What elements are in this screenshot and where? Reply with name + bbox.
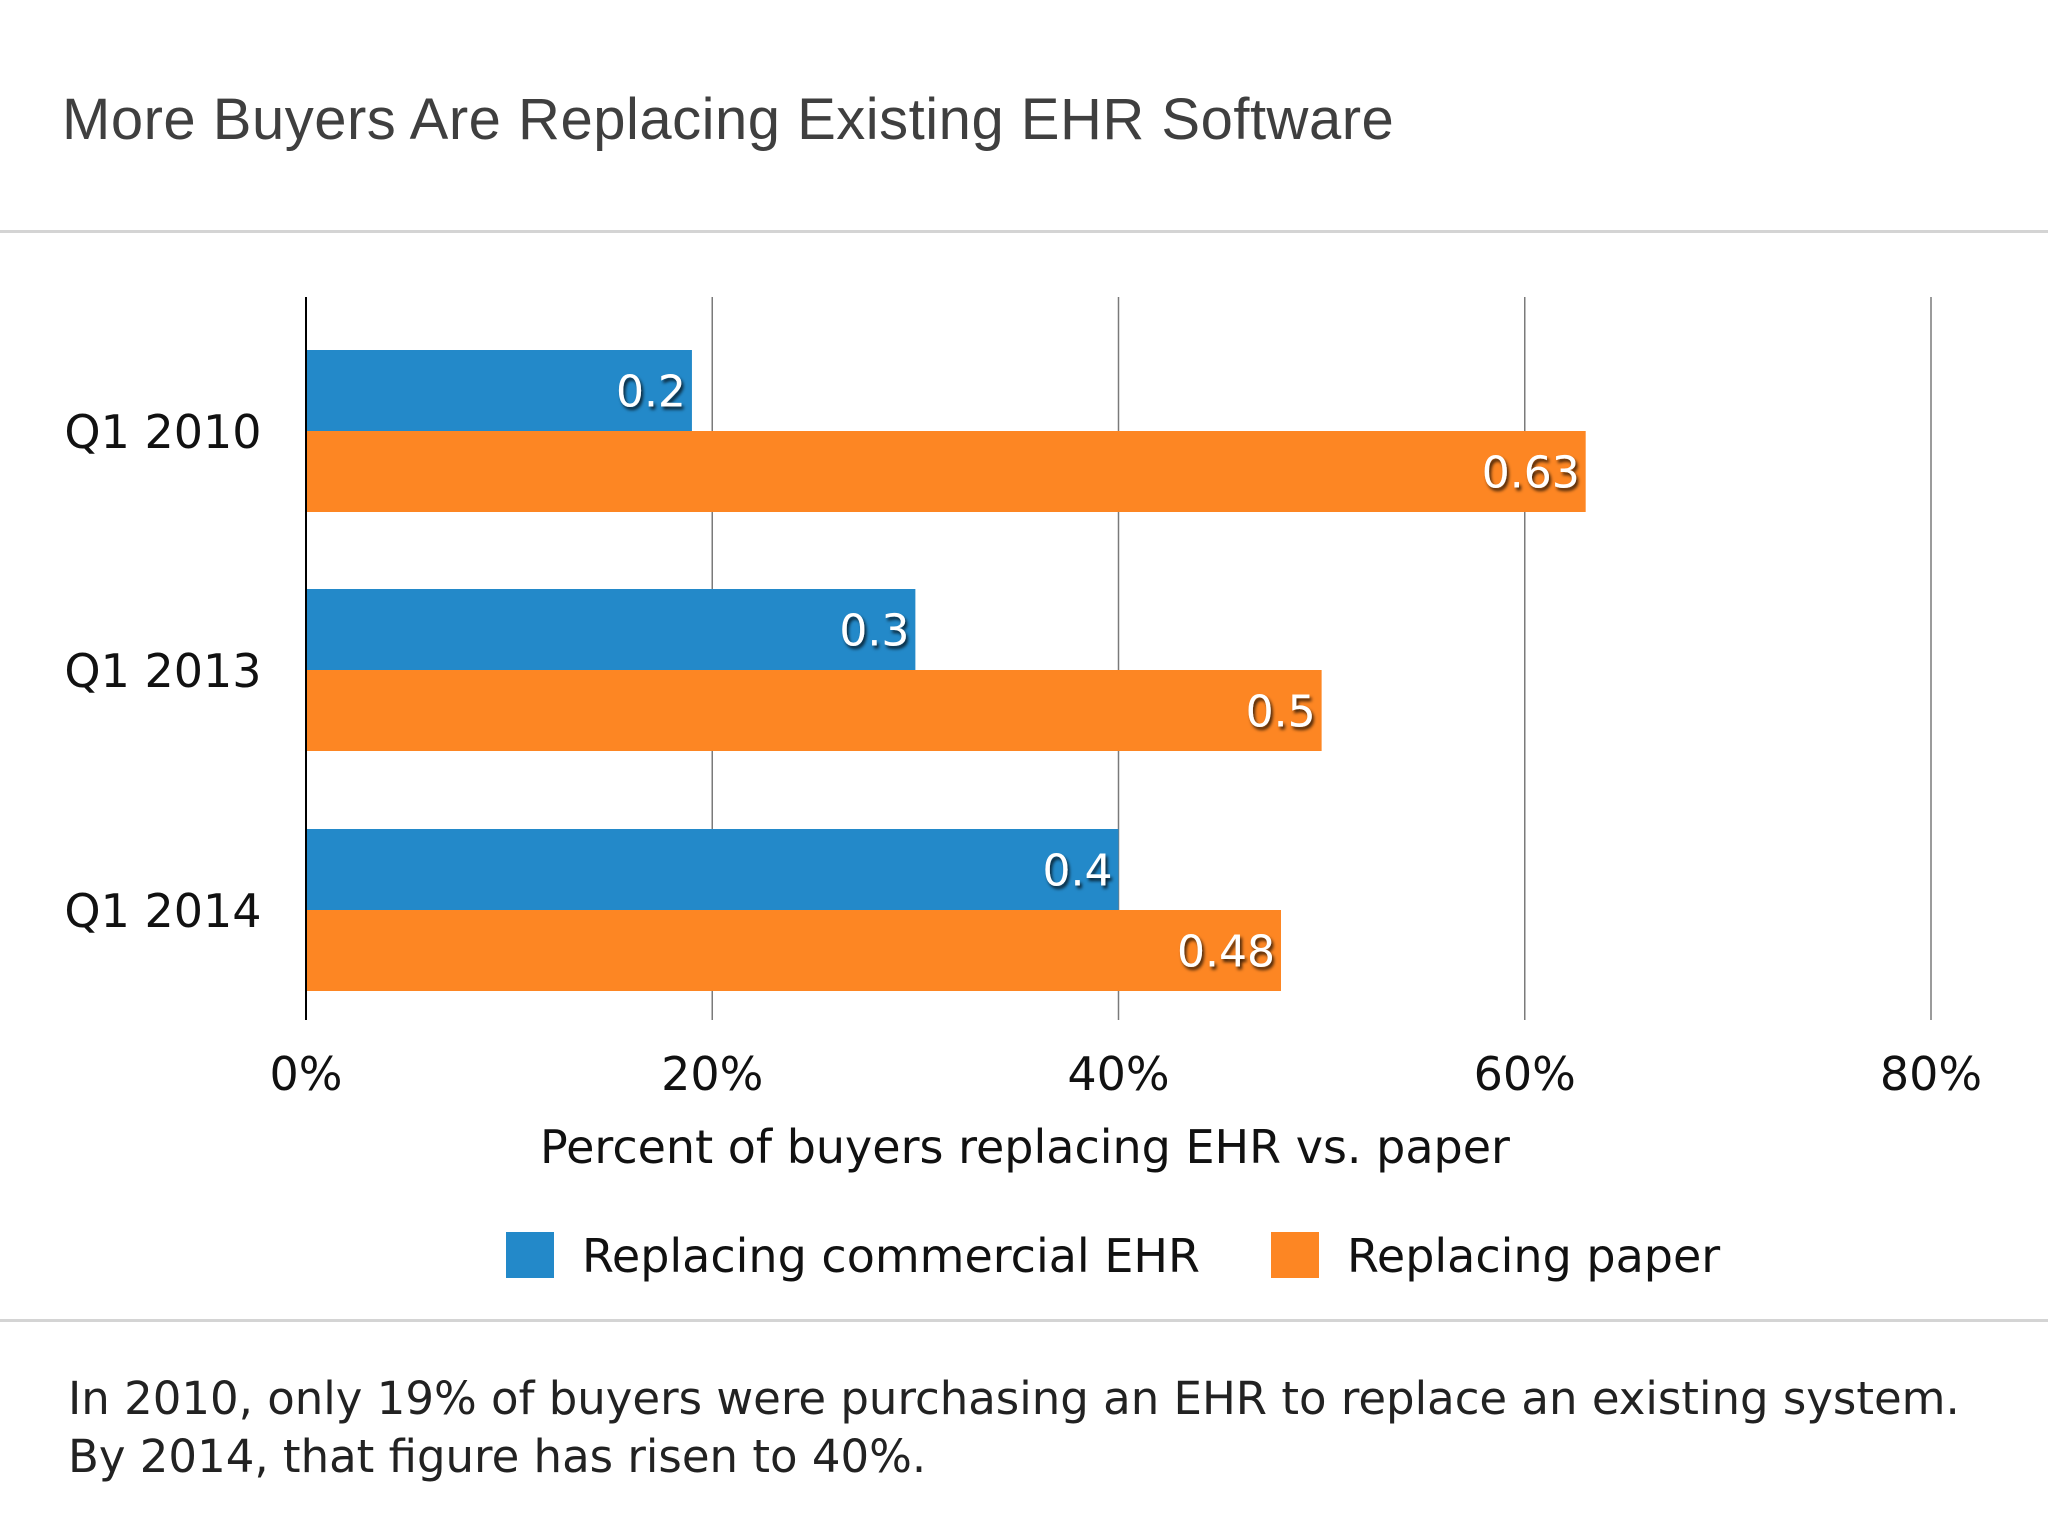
legend: Replacing commercial EHR Replacing paper [0, 1226, 2048, 1286]
caption: In 2010, only 19% of buyers were purchas… [68, 1372, 1960, 1483]
legend-swatch-commercial [506, 1232, 554, 1278]
bar-data-label: 0.5 [1246, 687, 1316, 738]
bar-commercial [306, 829, 1119, 910]
y-category-label: Q1 2010 [64, 405, 261, 459]
bar-data-label: 0.4 [1043, 846, 1113, 897]
x-tick-label: 60% [1474, 1047, 1576, 1101]
y-category-label: Q1 2013 [64, 644, 261, 698]
bar-commercial [306, 350, 692, 431]
x-tick-label: 80% [1880, 1047, 1982, 1101]
legend-label-paper: Replacing paper [1347, 1229, 1721, 1283]
bar-commercial [306, 589, 916, 670]
x-tick-label: 40% [1067, 1047, 1169, 1101]
x-tick-label: 0% [270, 1047, 343, 1101]
legend-swatch-paper [1271, 1232, 1319, 1278]
bar-paper [306, 431, 1586, 512]
bar-data-label: 0.3 [839, 606, 909, 657]
bar-paper [306, 910, 1281, 991]
bar-data-label: 0.2 [616, 367, 686, 418]
top-divider [0, 230, 2048, 233]
x-tick-label: 20% [661, 1047, 763, 1101]
bottom-divider [0, 1319, 2048, 1322]
chart-title: More Buyers Are Replacing Existing EHR S… [62, 87, 1395, 152]
y-category-label: Q1 2014 [64, 884, 261, 938]
bar-chart: 0.2 0.63 0.3 0.5 0.4 0.48 0% 20% 40% 60% 80% Perce… [64, 297, 1982, 1174]
bar-paper [306, 670, 1322, 751]
bar-data-label: 0.48 [1177, 927, 1275, 978]
x-axis-title: Percent of buyers replacing EHR vs. pape… [540, 1120, 1510, 1174]
legend-label-commercial: Replacing commercial EHR [582, 1229, 1200, 1283]
bar-data-label: 0.63 [1482, 448, 1580, 499]
